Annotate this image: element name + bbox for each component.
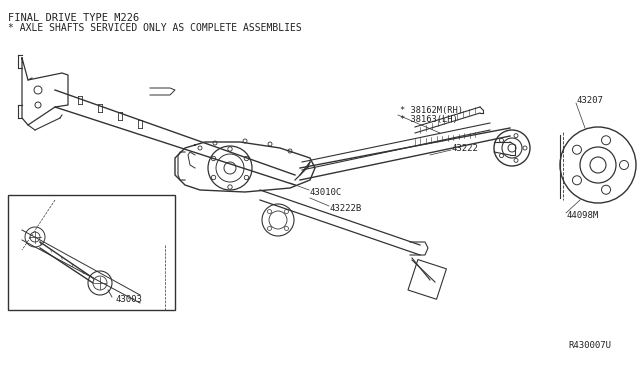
Text: 43222: 43222 [452,144,479,153]
Text: 43222B: 43222B [330,203,362,212]
Text: * 38162M(RH): * 38162M(RH) [400,106,463,115]
Text: * AXLE SHAFTS SERVICED ONLY AS COMPLETE ASSEMBLIES: * AXLE SHAFTS SERVICED ONLY AS COMPLETE … [8,23,301,33]
Text: R430007U: R430007U [568,340,611,350]
Text: 43003: 43003 [115,295,142,305]
Text: 43010C: 43010C [310,187,342,196]
Text: 44098M: 44098M [567,211,599,219]
Text: FINAL DRIVE TYPE M226: FINAL DRIVE TYPE M226 [8,13,140,23]
Text: * 38163(LH): * 38163(LH) [400,115,458,124]
Text: 43207: 43207 [577,96,604,105]
Bar [408,260,447,299]
Bar [8,195,175,310]
